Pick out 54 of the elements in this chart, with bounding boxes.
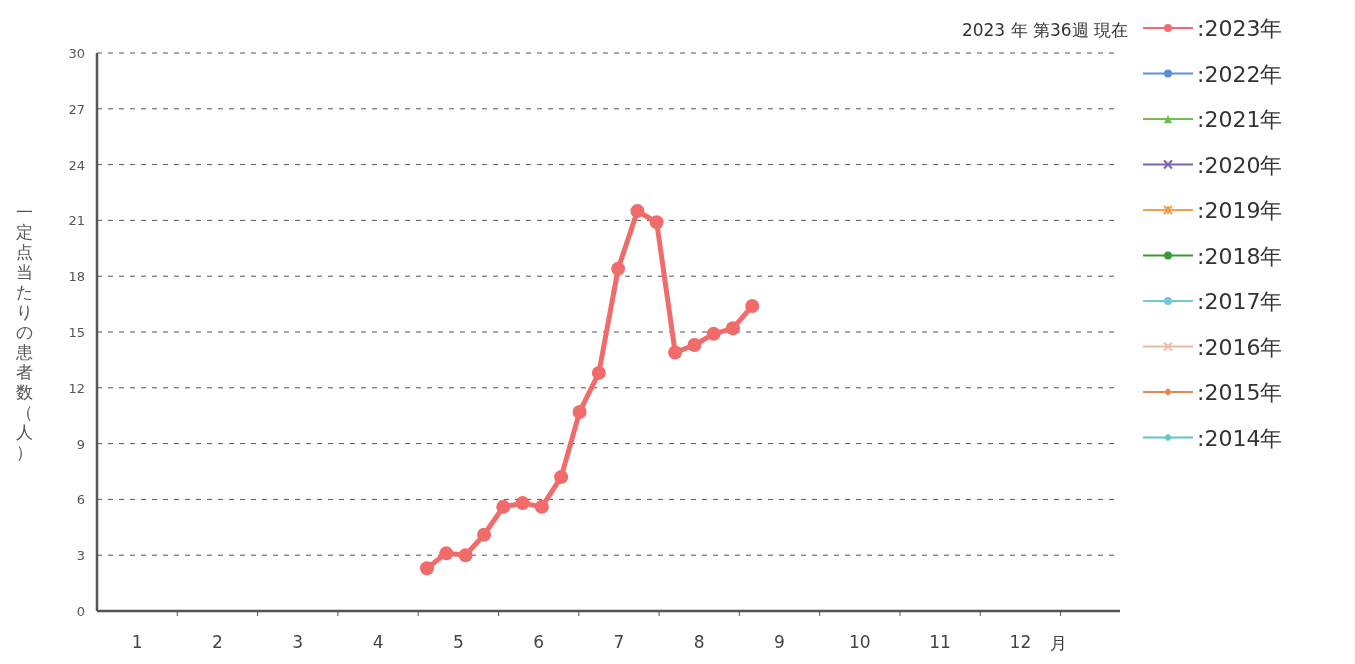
legend-label: :2019年 (1197, 198, 1283, 223)
legend-label: :2015年 (1197, 380, 1283, 405)
point (630, 204, 645, 219)
x-tick-label: 4 (372, 632, 384, 652)
y-tick-label: 0 (76, 604, 85, 619)
point (611, 261, 626, 276)
legend-label: :2017年 (1197, 289, 1283, 314)
point (706, 326, 721, 341)
point (534, 499, 549, 514)
point (649, 215, 664, 230)
x-tick-label: 8 (693, 632, 705, 652)
x-tick-label: 1 (131, 632, 143, 652)
point (668, 345, 683, 360)
point (496, 499, 511, 514)
point (687, 338, 702, 353)
y-tick-label: 30 (68, 46, 85, 61)
x-tick-label: 7 (613, 632, 625, 652)
y-tick-label: 27 (68, 101, 85, 117)
point (591, 365, 606, 380)
x-tick-label: 11 (929, 632, 951, 652)
y-tick-label: 21 (68, 213, 85, 229)
point (439, 546, 454, 561)
x-tick-label: 12 (1009, 632, 1032, 652)
x-tick-label: 10 (849, 632, 871, 652)
point (458, 548, 473, 563)
legend-label: :2022年 (1197, 61, 1283, 87)
x-tick-label: 3 (292, 632, 304, 652)
point (477, 527, 492, 542)
point (515, 496, 530, 511)
point (420, 561, 435, 576)
y-tick-label: 15 (68, 325, 85, 340)
legend-label: :2020年 (1197, 152, 1283, 178)
point (745, 298, 760, 313)
x-tick-label: 5 (452, 632, 464, 652)
point (725, 321, 740, 336)
legend-label: :2023年 (1197, 16, 1283, 41)
legend-label: :2018年 (1197, 243, 1283, 269)
y-tick-label: 12 (68, 380, 85, 396)
x-tick-label: 2 (212, 632, 223, 652)
y-tick-label: 18 (68, 269, 85, 285)
point (554, 470, 569, 485)
point (572, 404, 587, 419)
legend-label: :2014年 (1197, 425, 1283, 451)
y-axis-title: 一定点当たりの患者数（人） (15, 202, 33, 462)
legend-label: :2021年 (1197, 107, 1283, 132)
x-axis-title: 月 (1049, 633, 1067, 653)
y-tick-label: 9 (76, 436, 85, 452)
x-tick-label: 6 (533, 632, 545, 652)
legend-label: :2016年 (1197, 334, 1283, 360)
chart-title: 2023 年 第36週 現在 (961, 20, 1128, 40)
y-tick-label: 6 (76, 492, 85, 508)
y-tick-label: 24 (68, 157, 85, 173)
x-tick-label: 9 (774, 632, 785, 652)
y-tick-label: 3 (76, 548, 85, 564)
